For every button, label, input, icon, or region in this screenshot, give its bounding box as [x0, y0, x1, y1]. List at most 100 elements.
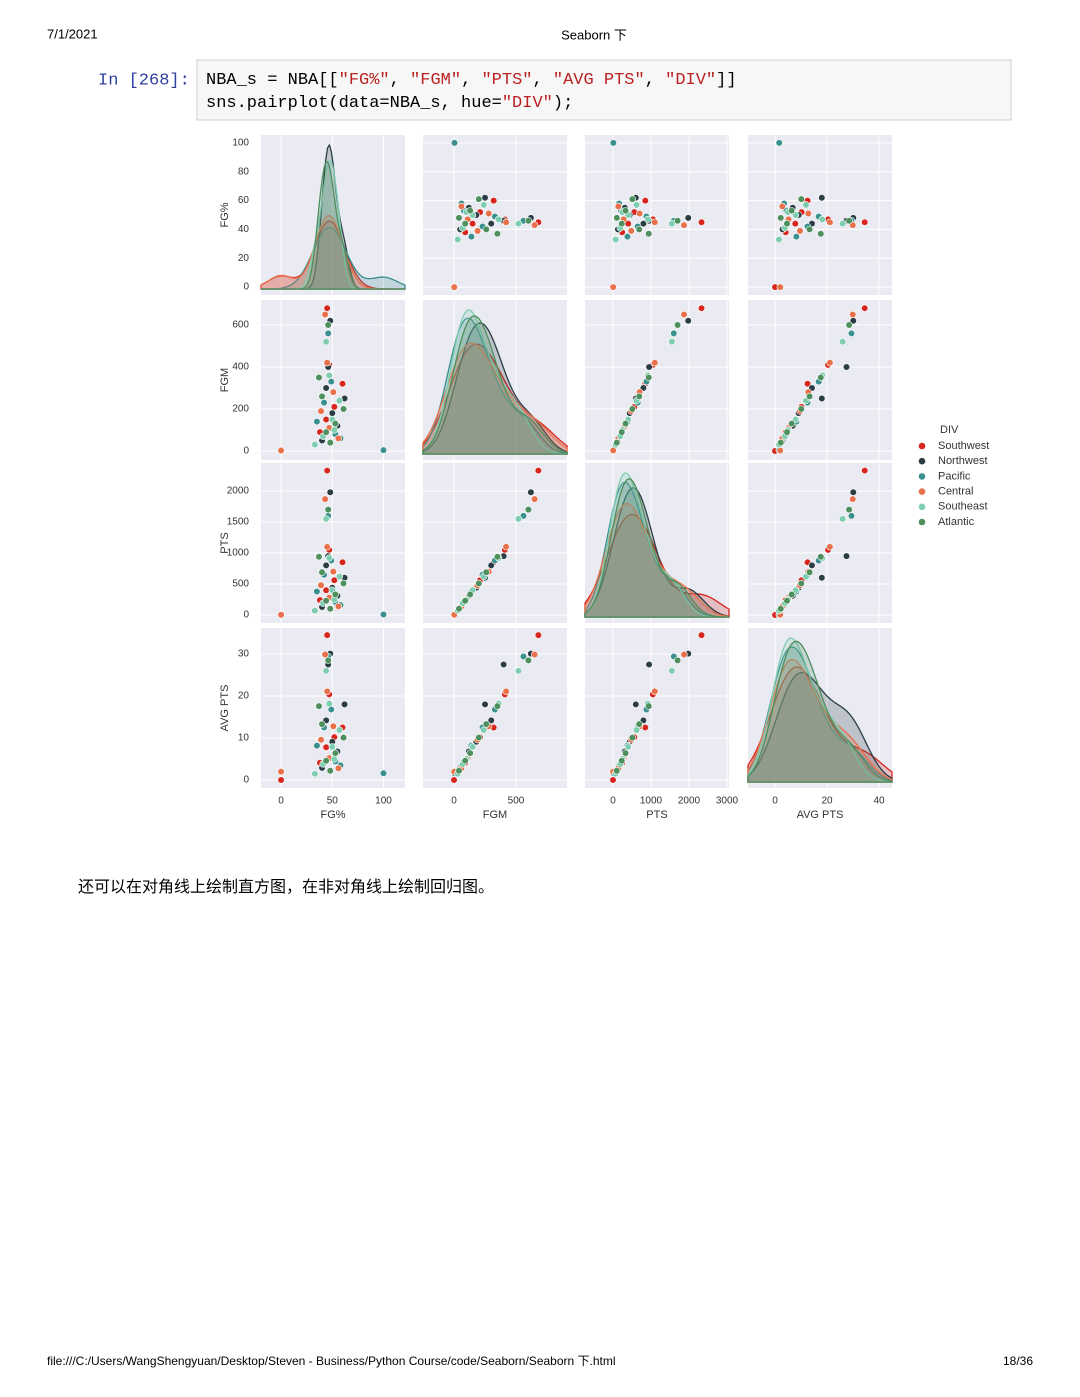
density-curve: [584, 478, 730, 618]
scatter-point: [334, 434, 343, 442]
x-tick-label: 50: [327, 796, 339, 807]
scatter-point: [684, 214, 692, 222]
code-token: "FGM": [410, 71, 461, 90]
y-tick-label: 40: [238, 224, 250, 235]
scatter-point: [323, 687, 331, 696]
scatter-point: [315, 373, 323, 382]
scatter-point: [326, 488, 334, 496]
scatter-point: [481, 194, 489, 202]
scatter-point: [323, 466, 331, 475]
scatter-point: [845, 506, 853, 514]
scatter-point: [624, 743, 632, 751]
legend-label: Northwest: [938, 455, 988, 467]
scatter-point: [450, 776, 458, 784]
scatter-point: [847, 512, 856, 520]
y-tick-label: 0: [243, 446, 249, 457]
legend-label: Central: [938, 486, 973, 498]
scatter-point: [632, 700, 640, 709]
scatter-point: [788, 590, 796, 599]
scatter-point: [330, 426, 338, 434]
code-token: ,: [461, 71, 481, 90]
scatter-point: [487, 220, 495, 228]
scatter-point: [322, 415, 330, 424]
scatter-point: [325, 554, 333, 562]
scatter-point: [632, 201, 641, 209]
y-tick-label: 1000: [227, 548, 250, 559]
scatter-point: [680, 221, 688, 229]
scatter-point: [322, 428, 330, 436]
scatter-point: [495, 215, 503, 223]
x-tick-label: 0: [772, 796, 778, 807]
scatter-point: [806, 392, 814, 400]
print-title: Seaborn 下: [561, 27, 627, 42]
scatter-point: [334, 764, 343, 772]
scatter-point: [806, 225, 814, 234]
scatter-point: [455, 605, 463, 613]
scatter-point: [623, 233, 632, 241]
code-token: NBA_s = NBA[[: [206, 71, 339, 90]
density-curve: [747, 671, 893, 783]
legend-label: Atlantic: [938, 516, 975, 528]
legend-label: Southwest: [938, 440, 989, 452]
density-curve: [747, 640, 893, 783]
scatter-point: [450, 139, 459, 147]
scatter-point: [277, 768, 285, 776]
y-tick-label: 2000: [227, 486, 250, 497]
y-tick-label: 1500: [227, 517, 250, 528]
code-line: NBA_s = NBA[["FG%", "FGM", "PTS", "AVG P…: [206, 71, 737, 90]
code-token: sns.pairplot(data=NBA_s, hue=: [206, 94, 502, 113]
paragraph: 还可以在对角线上绘制直方图，在非对角线上绘制回归图。: [78, 878, 494, 896]
code-token: "DIV": [665, 71, 716, 90]
scatter-point: [338, 558, 347, 566]
scatter-point: [645, 660, 653, 669]
scatter-point: [842, 552, 851, 560]
scatter-point: [613, 438, 621, 447]
scatter-point: [485, 209, 493, 218]
scatter-point: [334, 602, 343, 610]
scatter-point: [469, 743, 477, 751]
scatter-point: [514, 667, 523, 675]
scatter-point: [635, 209, 644, 218]
scatter-point: [668, 338, 676, 346]
scatter-point: [534, 631, 542, 639]
scatter-point: [500, 660, 508, 669]
y-tick-label: 500: [232, 579, 249, 590]
scatter-point: [322, 384, 330, 392]
scatter-point: [323, 631, 331, 639]
cell-prompt: In [268]:: [98, 71, 190, 90]
scatter-point: [839, 220, 847, 228]
x-tick-label: 100: [375, 796, 392, 807]
y-tick-label: 0: [243, 610, 249, 621]
scatter-point: [475, 579, 483, 587]
y-tick-label: 100: [232, 138, 249, 149]
scatter-point: [339, 579, 348, 587]
scatter-point: [450, 283, 458, 291]
scatter-point: [861, 304, 869, 312]
x-tick-label: 1000: [640, 796, 663, 807]
code-cell: [196, 59, 1012, 121]
x-axis-label: PTS: [646, 809, 667, 821]
scatter-point: [481, 700, 489, 709]
y-tick-label: 400: [232, 362, 249, 373]
scatter-point: [668, 220, 676, 228]
legend-marker: [918, 518, 926, 526]
scatter-point: [628, 195, 636, 203]
y-axis-label: PTS: [219, 532, 231, 553]
scatter-point: [455, 214, 463, 222]
scatter-point: [531, 221, 539, 229]
code-token: ,: [532, 71, 552, 90]
scatter-point: [329, 722, 337, 730]
scatter-point: [618, 428, 626, 436]
code-token: );: [553, 94, 573, 113]
scatter-point: [519, 652, 528, 661]
scatter-point: [609, 776, 617, 784]
scatter-point: [776, 283, 784, 291]
scatter-point: [326, 767, 334, 775]
x-axis-label: FG%: [320, 809, 345, 821]
scatter-point: [627, 227, 635, 235]
scatter-point: [466, 749, 474, 757]
scatter-point: [322, 667, 330, 675]
scatter-point: [635, 392, 643, 400]
scatter-point: [791, 220, 799, 228]
